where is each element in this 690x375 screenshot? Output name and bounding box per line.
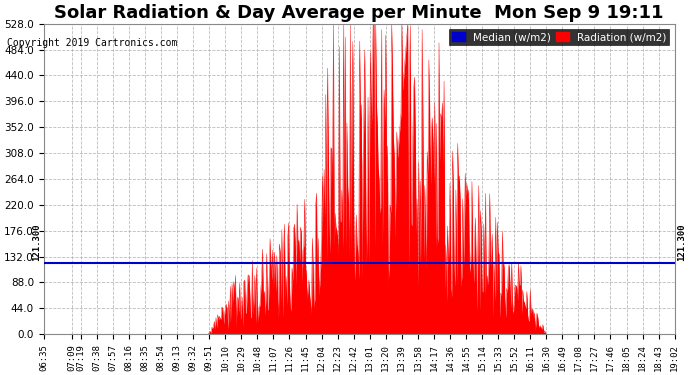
Text: Copyright 2019 Cartronics.com: Copyright 2019 Cartronics.com xyxy=(7,38,177,48)
Legend: Median (w/m2), Radiation (w/m2): Median (w/m2), Radiation (w/m2) xyxy=(449,29,669,45)
Title: Solar Radiation & Day Average per Minute  Mon Sep 9 19:11: Solar Radiation & Day Average per Minute… xyxy=(55,4,664,22)
Text: 121.300: 121.300 xyxy=(32,223,41,261)
Text: 121.300: 121.300 xyxy=(677,223,687,261)
